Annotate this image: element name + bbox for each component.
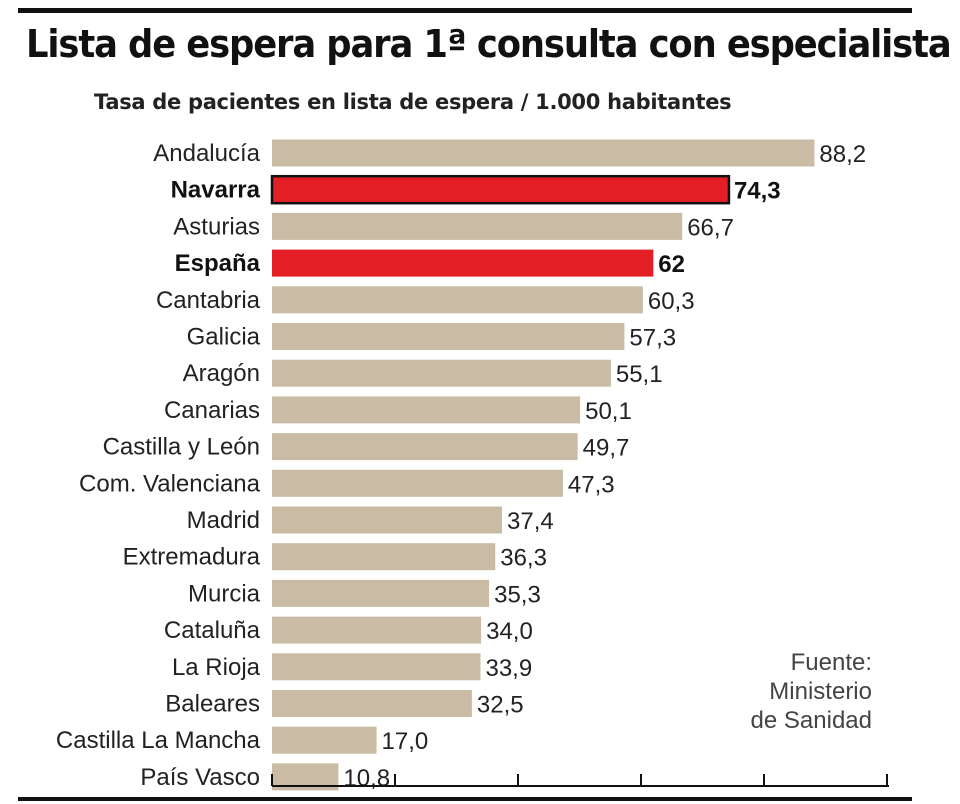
bar-castilla-y-leon xyxy=(272,433,578,461)
value-label-galicia: 57,3 xyxy=(629,325,676,352)
bar-murcia xyxy=(272,579,490,607)
value-label-cantabria: 60,3 xyxy=(648,288,695,315)
value-label-com-valenciana: 47,3 xyxy=(568,471,615,498)
bar-galicia xyxy=(272,323,625,350)
category-label-murcia: Murcia xyxy=(188,580,261,607)
value-label-canarias: 50,1 xyxy=(585,398,632,425)
category-label-pais-vasco: País Vasco xyxy=(140,764,260,791)
category-label-cantabria: Cantabria xyxy=(156,287,261,314)
value-label-la-rioja: 33,9 xyxy=(485,655,532,682)
bar-andalucia xyxy=(272,139,815,167)
category-label-andalucia: Andalucía xyxy=(153,140,260,167)
category-label-galicia: Galicia xyxy=(187,324,261,351)
category-label-madrid: Madrid xyxy=(187,507,260,534)
category-label-extremadura: Extremadura xyxy=(123,544,261,571)
category-label-castilla-la-mancha: Castilla La Mancha xyxy=(56,727,261,754)
bar-canarias xyxy=(272,396,581,424)
bar-extremadura xyxy=(272,543,496,571)
value-label-asturias: 66,7 xyxy=(687,214,734,241)
category-label-aragon: Aragón xyxy=(183,360,260,387)
source-line-1: Fuente: xyxy=(790,649,872,676)
bar-cataluna xyxy=(272,616,482,644)
bar-com-valenciana xyxy=(272,469,563,497)
category-label-navarra: Navarra xyxy=(171,177,261,204)
bar-madrid xyxy=(272,506,503,534)
value-label-baleares: 32,5 xyxy=(477,692,524,719)
bar-asturias xyxy=(272,212,683,240)
category-label-la-rioja: La Rioja xyxy=(172,654,261,681)
top-rule xyxy=(18,8,912,13)
category-label-castilla-y-leon: Castilla y León xyxy=(103,434,260,461)
source-line-2: Ministerio xyxy=(769,678,872,705)
bar-espana xyxy=(272,249,654,277)
source-note: Fuente: Ministerio de Sanidad xyxy=(700,648,872,735)
bar-aragon xyxy=(272,359,611,387)
category-label-com-valenciana: Com. Valenciana xyxy=(79,470,261,497)
category-label-cataluna: Cataluña xyxy=(164,617,261,644)
value-label-murcia: 35,3 xyxy=(494,581,541,608)
source-line-3: de Sanidad xyxy=(750,707,872,734)
bar-la-rioja xyxy=(272,653,481,681)
value-label-castilla-y-leon: 49,7 xyxy=(583,435,630,462)
value-label-extremadura: 36,3 xyxy=(500,545,547,572)
value-label-pais-vasco: 10,8 xyxy=(343,765,390,792)
chart-title: Lista de espera para 1ª consulta con esp… xyxy=(26,22,952,66)
value-label-aragon: 55,1 xyxy=(616,361,663,388)
category-label-canarias: Canarias xyxy=(164,397,260,424)
value-label-cataluna: 34,0 xyxy=(486,618,533,645)
bar-castilla-la-mancha xyxy=(272,726,377,754)
value-label-madrid: 37,4 xyxy=(507,508,554,535)
category-label-espana: España xyxy=(175,250,261,277)
chart-subtitle: Tasa de pacientes en lista de espera / 1… xyxy=(94,90,732,114)
bar-baleares xyxy=(272,690,472,717)
bar-cantabria xyxy=(272,286,643,314)
category-label-asturias: Asturias xyxy=(173,213,260,240)
category-label-baleares: Baleares xyxy=(165,691,260,718)
value-label-andalucia: 88,2 xyxy=(819,141,866,168)
value-label-navarra: 74,3 xyxy=(734,178,781,205)
bar-navarra xyxy=(270,174,731,205)
bottom-rule xyxy=(18,797,912,801)
value-label-castilla-la-mancha: 17,0 xyxy=(382,728,429,755)
value-label-espana: 62 xyxy=(658,251,685,278)
